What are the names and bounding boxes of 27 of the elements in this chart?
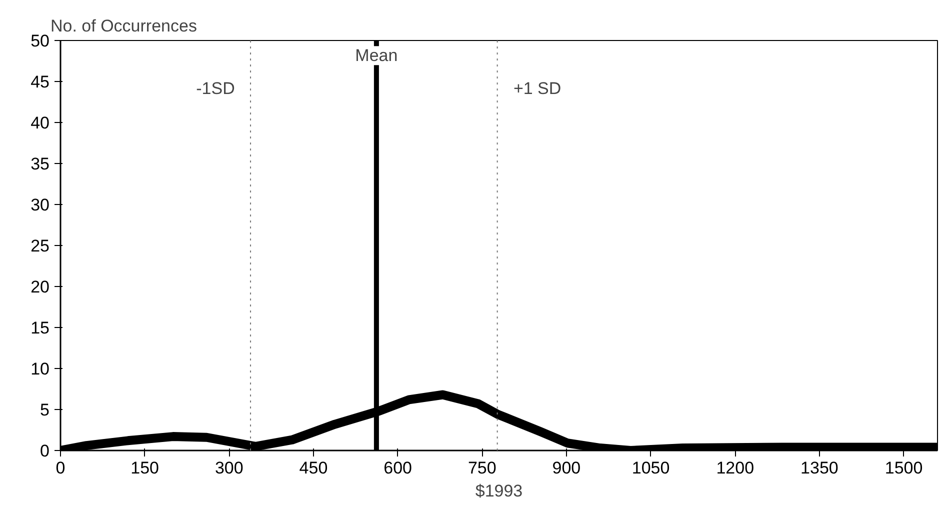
y-axis-title: No. of Occurrences bbox=[50, 16, 197, 36]
y-tick-label: 25 bbox=[30, 236, 50, 256]
y-tick-label: 45 bbox=[30, 72, 50, 92]
x-tick-label: 600 bbox=[384, 458, 412, 478]
x-tick-label: 1200 bbox=[716, 458, 754, 478]
x-tick-label: 450 bbox=[299, 458, 328, 478]
ref-line-label: +1 SD bbox=[513, 78, 562, 98]
x-tick-label: 750 bbox=[468, 458, 496, 478]
x-tick-label: 300 bbox=[214, 458, 244, 478]
ref-line-label: -1SD bbox=[196, 78, 235, 98]
y-tick-label: 35 bbox=[30, 154, 50, 174]
y-tick-label: 10 bbox=[30, 360, 50, 378]
y-tick-label: 15 bbox=[30, 318, 50, 338]
x-tick-label: 1350 bbox=[800, 458, 838, 478]
y-tick-label: 30 bbox=[30, 196, 50, 214]
y-tick-label: 50 bbox=[30, 32, 50, 50]
x-tick-label: 150 bbox=[130, 458, 160, 478]
x-tick-label: 1050 bbox=[632, 458, 670, 478]
y-tick-label: 0 bbox=[40, 442, 50, 460]
x-tick-label: 0 bbox=[56, 458, 66, 478]
x-tick-label: 900 bbox=[552, 458, 581, 478]
y-tick-label: 20 bbox=[30, 278, 50, 296]
y-tick-label: 40 bbox=[30, 114, 50, 132]
y-tick-label: 5 bbox=[40, 400, 50, 420]
x-axis-title: $1993 bbox=[475, 482, 523, 500]
ref-line-label: Mean bbox=[355, 46, 398, 66]
x-tick-label: 1500 bbox=[884, 458, 923, 478]
